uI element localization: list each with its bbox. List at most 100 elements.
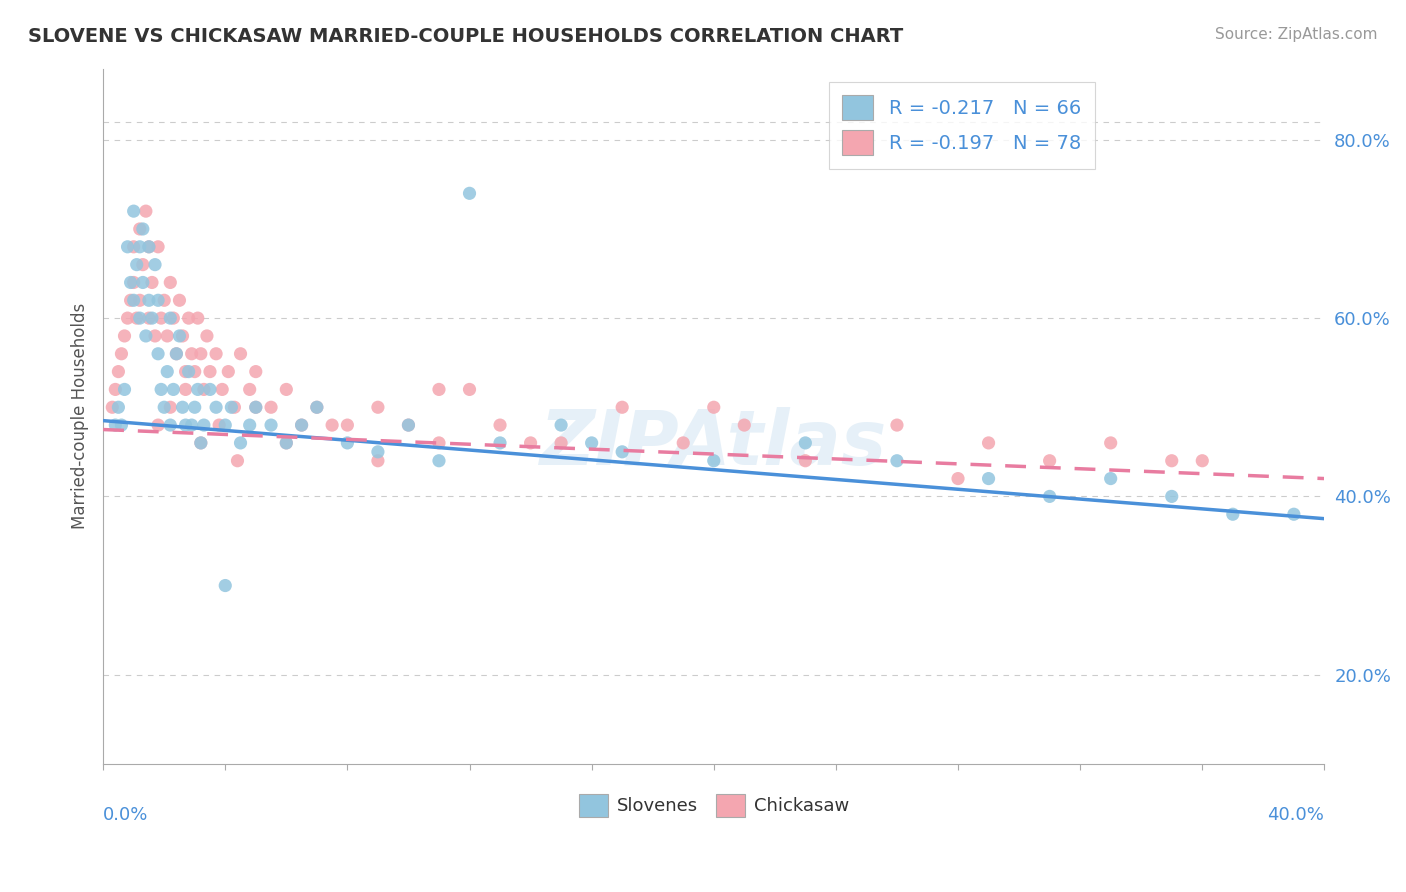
- Point: [794, 436, 817, 450]
- Point: [550, 436, 572, 450]
- Point: [224, 401, 246, 415]
- Point: [489, 436, 512, 450]
- Point: [138, 240, 160, 254]
- Point: [146, 347, 169, 361]
- Point: [104, 383, 127, 397]
- Point: [172, 401, 194, 415]
- Point: [132, 222, 155, 236]
- Point: [165, 347, 187, 361]
- Point: [519, 436, 541, 450]
- Point: [117, 311, 139, 326]
- Point: [489, 418, 512, 433]
- Point: [193, 418, 215, 433]
- Point: [141, 311, 163, 326]
- Point: [128, 222, 150, 236]
- Point: [150, 311, 173, 326]
- Point: [239, 383, 262, 397]
- Point: [612, 445, 634, 459]
- Point: [114, 383, 136, 397]
- Point: [214, 418, 236, 433]
- Point: [169, 329, 191, 343]
- Point: [122, 204, 145, 219]
- Point: [1099, 436, 1122, 450]
- Point: [138, 240, 160, 254]
- Point: [458, 383, 481, 397]
- Point: [150, 383, 173, 397]
- Point: [146, 293, 169, 308]
- Point: [229, 347, 252, 361]
- Point: [208, 418, 231, 433]
- Point: [156, 365, 179, 379]
- Point: [143, 258, 166, 272]
- Point: [398, 418, 420, 433]
- Point: [205, 401, 228, 415]
- Point: [138, 311, 160, 326]
- Point: [229, 436, 252, 450]
- Point: [703, 401, 725, 415]
- Point: [581, 436, 603, 450]
- Point: [180, 347, 202, 361]
- Point: [398, 418, 420, 433]
- Point: [946, 472, 969, 486]
- Point: [138, 293, 160, 308]
- Point: [239, 418, 262, 433]
- Point: [1160, 454, 1182, 468]
- Point: [276, 436, 298, 450]
- Point: [977, 472, 1000, 486]
- Point: [245, 401, 267, 415]
- Point: [550, 418, 572, 433]
- Point: [367, 401, 389, 415]
- Point: [146, 240, 169, 254]
- Point: [1191, 454, 1213, 468]
- Point: [221, 401, 243, 415]
- Point: [336, 436, 359, 450]
- Point: [174, 383, 197, 397]
- Point: [205, 347, 228, 361]
- Point: [458, 186, 481, 201]
- Point: [174, 418, 197, 433]
- Point: [187, 311, 209, 326]
- Point: [190, 436, 212, 450]
- Point: [1039, 490, 1062, 504]
- Point: [672, 436, 695, 450]
- Point: [122, 293, 145, 308]
- Point: [794, 454, 817, 468]
- Point: [120, 276, 142, 290]
- Point: [1099, 472, 1122, 486]
- Point: [211, 383, 233, 397]
- Point: [187, 383, 209, 397]
- Point: [260, 401, 283, 415]
- Point: [245, 401, 267, 415]
- Point: [305, 401, 328, 415]
- Point: [1160, 490, 1182, 504]
- Point: [703, 454, 725, 468]
- Point: [172, 329, 194, 343]
- Point: [276, 436, 298, 450]
- Point: [1282, 507, 1305, 521]
- Point: [122, 240, 145, 254]
- Text: SLOVENE VS CHICKASAW MARRIED-COUPLE HOUSEHOLDS CORRELATION CHART: SLOVENE VS CHICKASAW MARRIED-COUPLE HOUS…: [28, 27, 904, 45]
- Point: [226, 454, 249, 468]
- Point: [156, 329, 179, 343]
- Y-axis label: Married-couple Households: Married-couple Households: [72, 303, 89, 529]
- Point: [321, 418, 343, 433]
- Point: [162, 311, 184, 326]
- Point: [128, 293, 150, 308]
- Point: [198, 365, 221, 379]
- Point: [245, 365, 267, 379]
- Point: [305, 401, 328, 415]
- Point: [159, 311, 181, 326]
- Point: [169, 293, 191, 308]
- Point: [135, 329, 157, 343]
- Point: [132, 276, 155, 290]
- Point: [120, 293, 142, 308]
- Point: [336, 418, 359, 433]
- Point: [162, 383, 184, 397]
- Point: [165, 347, 187, 361]
- Point: [886, 418, 908, 433]
- Point: [977, 436, 1000, 450]
- Point: [193, 383, 215, 397]
- Point: [159, 401, 181, 415]
- Point: [153, 401, 176, 415]
- Point: [195, 329, 218, 343]
